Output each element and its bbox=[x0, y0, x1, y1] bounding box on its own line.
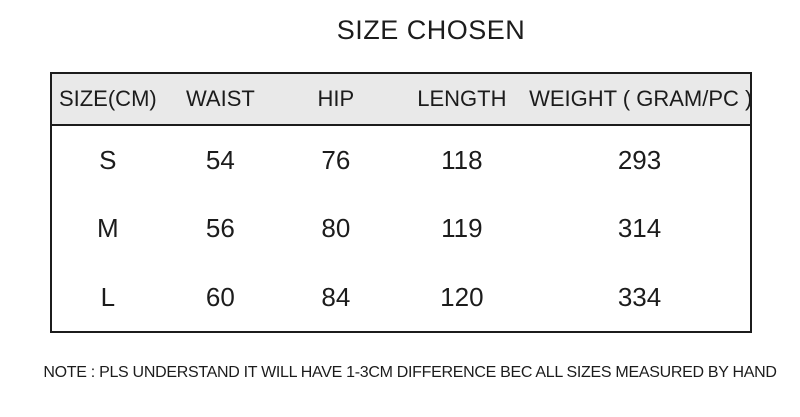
table-header-row: SIZE(CM) WAIST HIP LENGTH WEIGHT ( GRAM/… bbox=[51, 73, 753, 125]
cell-waist: 54 bbox=[205, 144, 235, 175]
cell-length: 118 bbox=[441, 144, 483, 175]
table-row-m: M 56 80 119 314 bbox=[51, 194, 751, 263]
table-row-s: S 54 76 118 293 bbox=[51, 125, 751, 194]
cell-weight: 314 bbox=[617, 213, 662, 243]
note-text: NOTE : PLS UNDERSTAND IT WILL HAVE 1-3CM… bbox=[43, 364, 777, 381]
cell-hip: 80 bbox=[321, 213, 351, 243]
column-header-weight: WEIGHT ( GRAM/PC ) bbox=[529, 86, 753, 111]
cell-length: 120 bbox=[440, 281, 484, 312]
page-title: SIZE CHOSEN bbox=[336, 15, 526, 45]
cell-size: M bbox=[97, 213, 119, 243]
cell-size: S bbox=[99, 144, 117, 175]
cell-hip: 84 bbox=[321, 281, 351, 312]
cell-waist: 56 bbox=[205, 213, 235, 243]
column-header-size: SIZE(CM) bbox=[58, 86, 157, 111]
cell-hip: 76 bbox=[321, 144, 351, 175]
column-header-hip: HIP bbox=[317, 86, 355, 111]
column-header-waist: WAIST bbox=[185, 86, 255, 111]
cell-length: 119 bbox=[441, 213, 483, 243]
table-body: S 54 76 118 293 M 56 80 119 314 L 60 84 … bbox=[51, 125, 751, 332]
size-chart-table: SIZE(CM) WAIST HIP LENGTH WEIGHT ( GRAM/… bbox=[50, 72, 752, 333]
cell-weight: 334 bbox=[617, 281, 662, 312]
table-row-l: L 60 84 120 334 bbox=[51, 263, 751, 332]
cell-weight: 293 bbox=[617, 144, 662, 175]
cell-size: L bbox=[100, 281, 116, 312]
column-header-length: LENGTH bbox=[417, 86, 507, 111]
cell-waist: 60 bbox=[205, 281, 235, 312]
